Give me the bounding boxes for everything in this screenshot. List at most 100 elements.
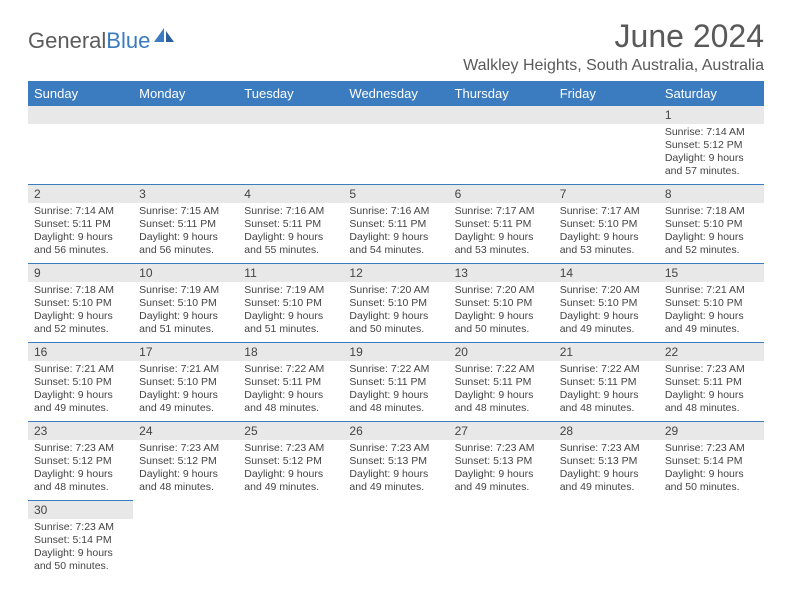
day-detail-line: Daylight: 9 hours [455, 468, 548, 481]
day-detail-line: Sunrise: 7:20 AM [349, 284, 442, 297]
day-details: Sunrise: 7:18 AMSunset: 5:10 PMDaylight:… [659, 203, 764, 262]
day-details: Sunrise: 7:23 AMSunset: 5:12 PMDaylight:… [133, 440, 238, 499]
day-number [238, 501, 343, 519]
day-detail-line: and 56 minutes. [34, 244, 127, 257]
day-detail-line: Sunrise: 7:19 AM [244, 284, 337, 297]
day-number: 8 [659, 185, 764, 203]
day-number: 9 [28, 264, 133, 282]
day-number: 15 [659, 264, 764, 282]
day-detail-line: Sunset: 5:11 PM [665, 376, 758, 389]
day-detail-line: Daylight: 9 hours [349, 231, 442, 244]
day-number [554, 106, 659, 124]
calendar-day-cell [238, 106, 343, 185]
day-detail-line: Sunrise: 7:22 AM [244, 363, 337, 376]
day-number: 3 [133, 185, 238, 203]
day-detail-line: Sunset: 5:13 PM [349, 455, 442, 468]
day-details: Sunrise: 7:14 AMSunset: 5:11 PMDaylight:… [28, 203, 133, 262]
day-detail-line: Daylight: 9 hours [560, 310, 653, 323]
day-header: Monday [133, 81, 238, 106]
day-detail-line: Daylight: 9 hours [560, 389, 653, 402]
day-detail-line: and 51 minutes. [139, 323, 232, 336]
day-detail-line: Sunset: 5:10 PM [560, 218, 653, 231]
day-detail-line: and 48 minutes. [455, 402, 548, 415]
day-detail-line: Sunrise: 7:20 AM [455, 284, 548, 297]
calendar-day-cell: 9Sunrise: 7:18 AMSunset: 5:10 PMDaylight… [28, 264, 133, 343]
day-detail-line: Daylight: 9 hours [34, 468, 127, 481]
calendar-day-cell: 24Sunrise: 7:23 AMSunset: 5:12 PMDayligh… [133, 422, 238, 501]
calendar-day-cell: 2Sunrise: 7:14 AMSunset: 5:11 PMDaylight… [28, 185, 133, 264]
day-number: 26 [343, 422, 448, 440]
day-number: 27 [449, 422, 554, 440]
day-detail-line: Sunset: 5:10 PM [244, 297, 337, 310]
day-detail-line: and 48 minutes. [139, 481, 232, 494]
day-detail-line: and 49 minutes. [665, 323, 758, 336]
day-details: Sunrise: 7:21 AMSunset: 5:10 PMDaylight:… [28, 361, 133, 420]
day-detail-line: Daylight: 9 hours [349, 310, 442, 323]
calendar-day-cell [554, 501, 659, 580]
calendar-day-cell [554, 106, 659, 185]
day-detail-line: Sunset: 5:13 PM [455, 455, 548, 468]
day-detail-line: Daylight: 9 hours [665, 231, 758, 244]
day-detail-line: Sunrise: 7:21 AM [665, 284, 758, 297]
day-details: Sunrise: 7:22 AMSunset: 5:11 PMDaylight:… [343, 361, 448, 420]
logo: GeneralBlue [28, 26, 178, 55]
day-detail-line: Sunset: 5:11 PM [349, 376, 442, 389]
day-detail-line: Sunrise: 7:22 AM [560, 363, 653, 376]
day-detail-line: Daylight: 9 hours [139, 389, 232, 402]
calendar-day-cell [238, 501, 343, 580]
calendar-day-cell: 17Sunrise: 7:21 AMSunset: 5:10 PMDayligh… [133, 343, 238, 422]
day-header: Tuesday [238, 81, 343, 106]
day-details: Sunrise: 7:17 AMSunset: 5:10 PMDaylight:… [554, 203, 659, 262]
calendar-day-cell: 26Sunrise: 7:23 AMSunset: 5:13 PMDayligh… [343, 422, 448, 501]
day-details: Sunrise: 7:19 AMSunset: 5:10 PMDaylight:… [133, 282, 238, 341]
day-details: Sunrise: 7:22 AMSunset: 5:11 PMDaylight:… [449, 361, 554, 420]
day-number: 24 [133, 422, 238, 440]
day-detail-line: Sunrise: 7:16 AM [349, 205, 442, 218]
day-detail-line: Sunrise: 7:19 AM [139, 284, 232, 297]
day-detail-line: Sunset: 5:12 PM [665, 139, 758, 152]
day-detail-line: and 50 minutes. [349, 323, 442, 336]
day-detail-line: Daylight: 9 hours [665, 389, 758, 402]
day-detail-line: Sunset: 5:10 PM [34, 376, 127, 389]
location-subtitle: Walkley Heights, South Australia, Austra… [463, 57, 764, 75]
calendar-day-cell [343, 106, 448, 185]
calendar-day-cell [133, 501, 238, 580]
day-detail-line: Daylight: 9 hours [455, 389, 548, 402]
day-details: Sunrise: 7:23 AMSunset: 5:14 PMDaylight:… [659, 440, 764, 499]
day-number [343, 106, 448, 124]
day-details: Sunrise: 7:22 AMSunset: 5:11 PMDaylight:… [238, 361, 343, 420]
day-details: Sunrise: 7:23 AMSunset: 5:13 PMDaylight:… [449, 440, 554, 499]
calendar-day-cell: 13Sunrise: 7:20 AMSunset: 5:10 PMDayligh… [449, 264, 554, 343]
day-detail-line: Sunrise: 7:21 AM [139, 363, 232, 376]
day-detail-line: Daylight: 9 hours [34, 231, 127, 244]
calendar-body: 1Sunrise: 7:14 AMSunset: 5:12 PMDaylight… [28, 106, 764, 579]
day-detail-line: Sunset: 5:14 PM [34, 534, 127, 547]
calendar-day-cell: 7Sunrise: 7:17 AMSunset: 5:10 PMDaylight… [554, 185, 659, 264]
day-details: Sunrise: 7:21 AMSunset: 5:10 PMDaylight:… [659, 282, 764, 341]
calendar-day-cell: 10Sunrise: 7:19 AMSunset: 5:10 PMDayligh… [133, 264, 238, 343]
day-detail-line: and 49 minutes. [560, 481, 653, 494]
day-detail-line: and 55 minutes. [244, 244, 337, 257]
day-detail-line: and 53 minutes. [560, 244, 653, 257]
day-detail-line: and 48 minutes. [665, 402, 758, 415]
day-detail-line: and 50 minutes. [665, 481, 758, 494]
calendar-day-cell: 6Sunrise: 7:17 AMSunset: 5:11 PMDaylight… [449, 185, 554, 264]
day-detail-line: Sunrise: 7:14 AM [665, 126, 758, 139]
day-header: Sunday [28, 81, 133, 106]
day-detail-line: Sunrise: 7:23 AM [34, 442, 127, 455]
day-detail-line: Daylight: 9 hours [665, 152, 758, 165]
day-details: Sunrise: 7:21 AMSunset: 5:10 PMDaylight:… [133, 361, 238, 420]
day-detail-line: Sunrise: 7:22 AM [349, 363, 442, 376]
day-details: Sunrise: 7:16 AMSunset: 5:11 PMDaylight:… [343, 203, 448, 262]
day-number: 17 [133, 343, 238, 361]
calendar-day-cell: 15Sunrise: 7:21 AMSunset: 5:10 PMDayligh… [659, 264, 764, 343]
logo-text-main: General [28, 28, 106, 54]
day-detail-line: Sunrise: 7:18 AM [665, 205, 758, 218]
day-number: 19 [343, 343, 448, 361]
day-detail-line: Daylight: 9 hours [349, 389, 442, 402]
day-number: 20 [449, 343, 554, 361]
day-detail-line: and 49 minutes. [244, 481, 337, 494]
day-number: 11 [238, 264, 343, 282]
day-detail-line: and 48 minutes. [244, 402, 337, 415]
day-number: 16 [28, 343, 133, 361]
